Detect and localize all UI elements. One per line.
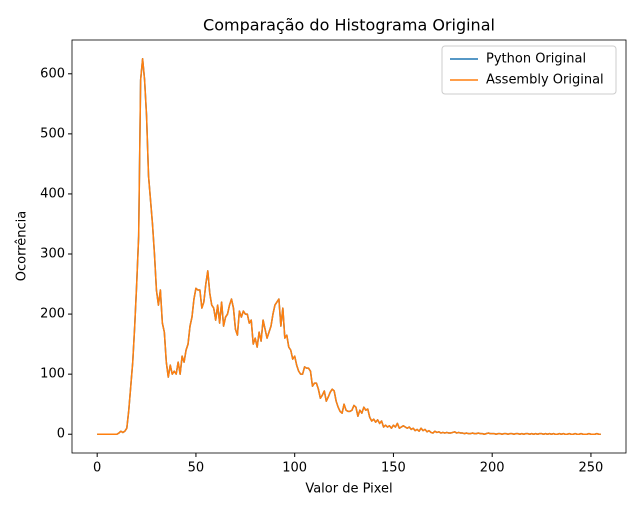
- legend-label: Assembly Original: [486, 73, 604, 88]
- data-line: [97, 58, 601, 435]
- y-tick-label: 0: [57, 427, 65, 442]
- x-tick-label: 100: [282, 461, 307, 476]
- legend: Python Original Assembly Original: [441, 45, 617, 95]
- y-tick-label: 500: [40, 126, 65, 141]
- legend-label: Python Original: [486, 52, 586, 67]
- y-tick-label: 100: [40, 367, 65, 382]
- x-axis-label: Valor de Pixel: [305, 482, 392, 497]
- y-tick-label: 200: [40, 307, 65, 322]
- x-tick-label: 150: [381, 461, 406, 476]
- plot-frame: [71, 39, 627, 454]
- x-tick-label: 50: [188, 461, 205, 476]
- x-tick-label: 0: [93, 461, 101, 476]
- data-line: [97, 58, 601, 435]
- y-tick-label: 400: [40, 186, 65, 201]
- x-tick-label: 200: [480, 461, 505, 476]
- y-axis-label: Ocorrência: [15, 211, 30, 281]
- legend-box: [441, 45, 617, 95]
- y-tick-label: 600: [40, 66, 65, 81]
- x-tick-label: 250: [579, 461, 604, 476]
- y-tick-label: 300: [40, 247, 65, 262]
- chart-title: Comparação do Histograma Original: [203, 16, 495, 35]
